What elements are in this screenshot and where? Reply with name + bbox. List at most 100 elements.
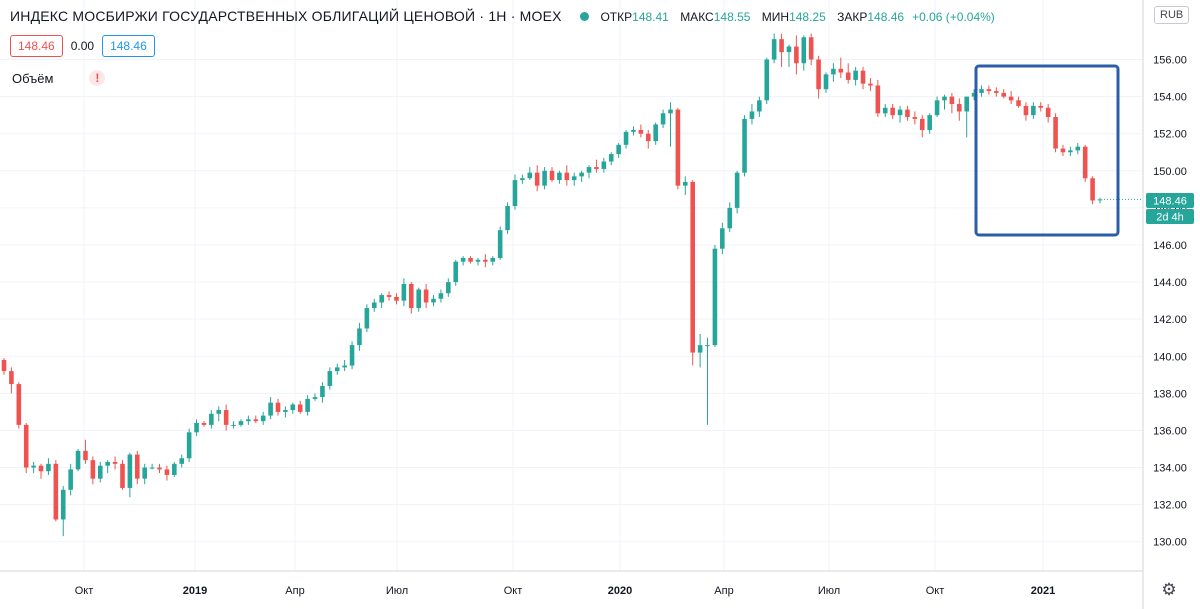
y-tick-label: 150.00 bbox=[1153, 166, 1187, 178]
candle-body bbox=[764, 59, 770, 101]
candle bbox=[668, 102, 673, 147]
candle bbox=[275, 398, 281, 416]
candle-body bbox=[327, 371, 333, 386]
candle-body bbox=[1001, 92, 1007, 97]
candle bbox=[127, 452, 133, 498]
candle bbox=[638, 124, 644, 138]
candle bbox=[942, 94, 947, 110]
chart-header: ИНДЕКС МОСБИРЖИ ГОСУДАРСТВЕННЫХ ОБЛИГАЦИ… bbox=[10, 8, 1003, 24]
currency-button[interactable]: RUB bbox=[1154, 6, 1190, 24]
candle bbox=[720, 222, 725, 255]
open-value: 148.41 bbox=[632, 10, 669, 24]
candle bbox=[149, 463, 155, 470]
candle-body bbox=[142, 467, 147, 479]
candle bbox=[1075, 142, 1081, 155]
candle-body bbox=[1023, 105, 1029, 116]
candle bbox=[179, 454, 185, 468]
candle-body bbox=[475, 259, 481, 262]
low-value: 148.25 bbox=[789, 10, 826, 24]
sell-button[interactable]: 148.46 bbox=[10, 35, 63, 57]
candle bbox=[934, 96, 940, 118]
volume-indicator[interactable]: Объём ! bbox=[12, 70, 106, 86]
candle-body bbox=[386, 295, 392, 297]
candle bbox=[838, 57, 844, 79]
candle bbox=[579, 170, 584, 182]
candle bbox=[697, 334, 703, 368]
candle-body bbox=[186, 432, 192, 459]
candle-body bbox=[46, 463, 51, 472]
low-label: МИН bbox=[761, 10, 790, 24]
candle bbox=[23, 423, 29, 474]
candle bbox=[845, 63, 851, 84]
candle-body bbox=[860, 70, 866, 84]
candle bbox=[334, 363, 340, 375]
candle bbox=[860, 66, 866, 90]
candle-body bbox=[194, 423, 199, 433]
candle bbox=[957, 98, 962, 121]
y-tick-label: 144.00 bbox=[1153, 277, 1187, 289]
candle bbox=[771, 33, 777, 64]
chart-grid bbox=[0, 0, 1143, 571]
candle bbox=[823, 72, 829, 93]
candle bbox=[520, 174, 525, 184]
candle-body bbox=[779, 39, 784, 53]
candle bbox=[1082, 144, 1088, 182]
candle-body bbox=[75, 450, 81, 470]
candle bbox=[875, 79, 881, 118]
candle bbox=[157, 463, 162, 474]
candle-body bbox=[423, 289, 429, 303]
candle-body bbox=[801, 37, 807, 64]
candle bbox=[623, 130, 629, 149]
candle-body bbox=[60, 489, 66, 520]
candle-body bbox=[1090, 178, 1095, 201]
candle bbox=[186, 428, 192, 462]
candle bbox=[497, 226, 503, 260]
candle bbox=[16, 382, 22, 429]
candle bbox=[297, 400, 303, 414]
candle bbox=[38, 463, 44, 479]
candle-body bbox=[297, 404, 303, 412]
warning-icon[interactable]: ! bbox=[89, 70, 106, 86]
candle bbox=[431, 295, 436, 307]
gear-icon[interactable]: ⚙ bbox=[1161, 580, 1177, 599]
x-tick-label: Апр bbox=[285, 585, 304, 597]
open-label: ОТКР bbox=[600, 10, 633, 24]
candle bbox=[853, 66, 858, 86]
high-value: 148.55 bbox=[713, 10, 751, 24]
candle-body bbox=[416, 289, 421, 309]
candle-body bbox=[586, 167, 592, 173]
candle bbox=[801, 35, 807, 71]
candle-body bbox=[379, 295, 384, 303]
candle-body bbox=[9, 371, 14, 385]
candle bbox=[357, 322, 362, 351]
candle-body bbox=[312, 397, 318, 399]
candle-body bbox=[683, 181, 688, 186]
candle-body bbox=[786, 46, 792, 53]
candle bbox=[75, 448, 81, 472]
candle-body bbox=[912, 117, 918, 119]
last-price-marker: 148.46 2d 4h bbox=[1146, 193, 1194, 224]
candle-body bbox=[394, 296, 399, 301]
candle bbox=[31, 461, 36, 474]
candle-body bbox=[542, 170, 547, 186]
candle bbox=[631, 126, 636, 136]
candle-body bbox=[1082, 146, 1088, 179]
candle bbox=[1016, 96, 1021, 108]
candle bbox=[1001, 89, 1007, 99]
candle-body bbox=[1038, 105, 1044, 108]
candle-body bbox=[549, 170, 555, 181]
candle bbox=[246, 415, 251, 425]
candle-body bbox=[534, 172, 540, 186]
buy-button[interactable]: 148.46 bbox=[102, 35, 155, 57]
candle bbox=[164, 465, 170, 481]
x-tick-label: Июл bbox=[818, 585, 840, 597]
candle bbox=[660, 109, 666, 129]
candle bbox=[534, 165, 540, 192]
candle-body bbox=[571, 176, 577, 181]
candle bbox=[601, 157, 607, 173]
candle-body bbox=[112, 461, 118, 464]
symbol-title[interactable]: ИНДЕКС МОСБИРЖИ ГОСУДАРСТВЕННЫХ ОБЛИГАЦИ… bbox=[10, 8, 562, 24]
candle bbox=[409, 282, 414, 314]
y-tick-label: 156.00 bbox=[1153, 55, 1187, 67]
